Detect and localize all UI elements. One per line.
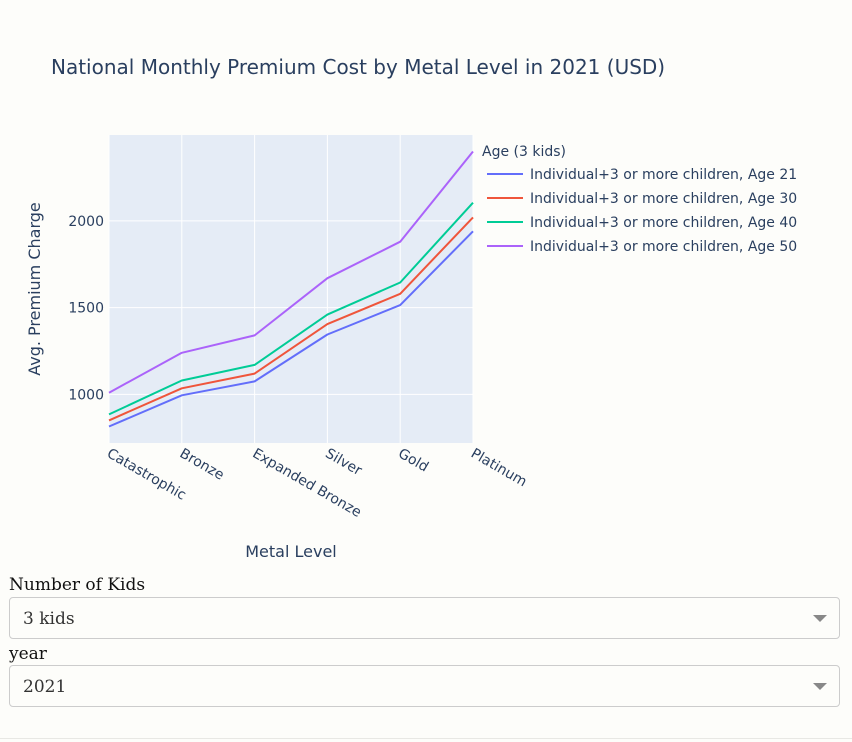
legend[interactable]: Age (3 kids) Individual+3 or more childr… bbox=[482, 144, 797, 255]
series-line-2[interactable] bbox=[108, 216, 474, 422]
y-axis-ticks: 1000 1500 2000 bbox=[68, 214, 104, 404]
series-line-3[interactable] bbox=[108, 202, 474, 416]
plot-area bbox=[109, 135, 473, 443]
x-tick-label: Catastrophic bbox=[104, 446, 189, 504]
legend-label: Individual+3 or more children, Age 30 bbox=[530, 191, 797, 207]
chevron-down-icon[interactable] bbox=[813, 683, 827, 690]
legend-label: Individual+3 or more children, Age 21 bbox=[530, 167, 797, 183]
x-axis-title: Metal Level bbox=[245, 542, 337, 561]
year-dropdown-value: 2021 bbox=[23, 677, 67, 697]
legend-label: Individual+3 or more children, Age 50 bbox=[530, 239, 797, 255]
legend-item[interactable]: Individual+3 or more children, Age 40 bbox=[487, 215, 797, 231]
year-label: year bbox=[9, 644, 47, 664]
series-line-1[interactable] bbox=[108, 230, 474, 428]
series-line-4[interactable] bbox=[108, 150, 474, 394]
x-tick-label: Bronze bbox=[177, 446, 227, 484]
y-tick-label: 1000 bbox=[68, 387, 104, 403]
kids-dropdown-value: 3 kids bbox=[23, 609, 75, 629]
chart-title: National Monthly Premium Cost by Metal L… bbox=[51, 55, 665, 79]
chart: National Monthly Premium Cost by Metal L… bbox=[25, 55, 797, 561]
legend-label: Individual+3 or more children, Age 40 bbox=[530, 215, 797, 231]
legend-item[interactable]: Individual+3 or more children, Age 30 bbox=[487, 191, 797, 207]
divider bbox=[0, 738, 852, 739]
grid bbox=[108, 135, 474, 443]
legend-item[interactable]: Individual+3 or more children, Age 50 bbox=[487, 239, 797, 255]
kids-label: Number of Kids bbox=[9, 575, 146, 595]
series-lines bbox=[108, 150, 474, 428]
x-tick-label: Platinum bbox=[468, 446, 529, 491]
y-tick-label: 1500 bbox=[68, 301, 104, 317]
x-tick-label: Silver bbox=[322, 446, 364, 480]
chevron-down-icon[interactable] bbox=[813, 615, 827, 622]
year-dropdown[interactable]: 2021 bbox=[9, 665, 840, 707]
x-tick-label: Gold bbox=[395, 446, 431, 476]
y-tick-label: 2000 bbox=[68, 214, 104, 230]
y-axis-title: Avg. Premium Charge bbox=[25, 202, 44, 376]
legend-title: Age (3 kids) bbox=[482, 144, 566, 160]
kids-dropdown[interactable]: 3 kids bbox=[9, 597, 840, 639]
legend-item[interactable]: Individual+3 or more children, Age 21 bbox=[487, 167, 797, 183]
